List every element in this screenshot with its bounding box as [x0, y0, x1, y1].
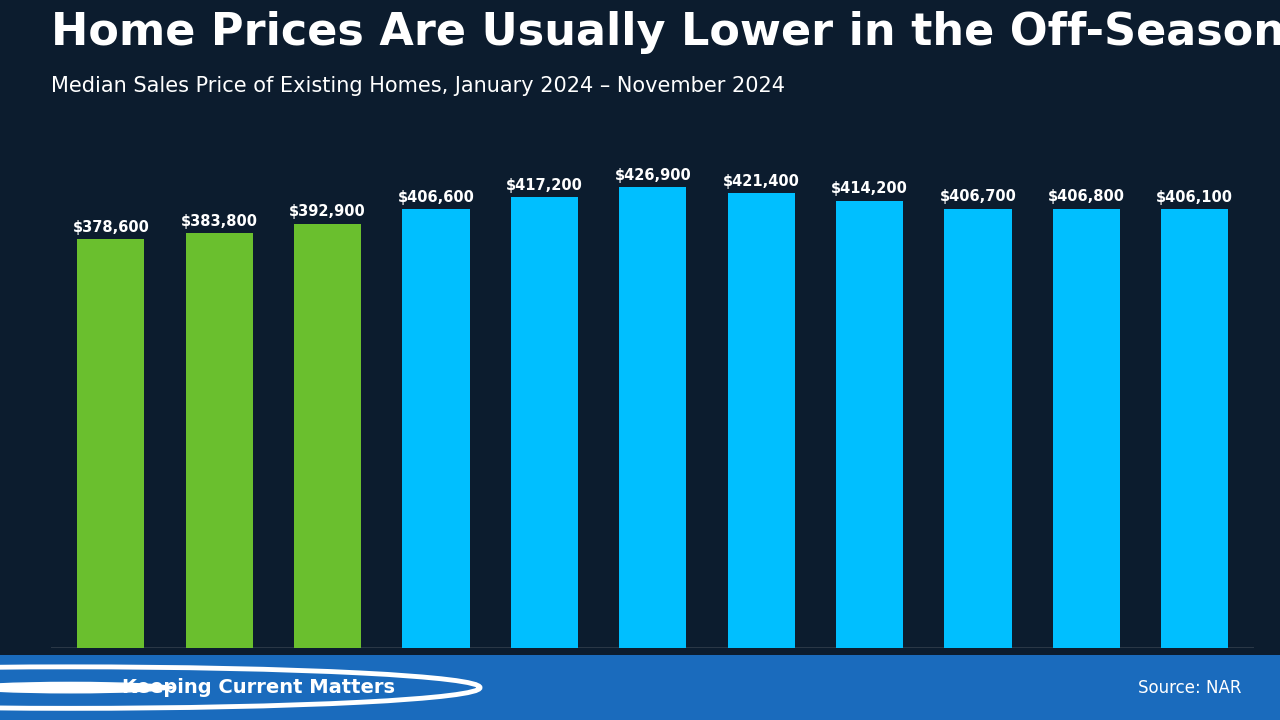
Text: $426,900: $426,900 — [614, 168, 691, 183]
Text: $406,600: $406,600 — [398, 189, 475, 204]
Text: $414,200: $414,200 — [831, 181, 908, 197]
Text: $406,700: $406,700 — [940, 189, 1016, 204]
Text: $383,800: $383,800 — [180, 214, 257, 229]
Circle shape — [0, 683, 173, 693]
Text: Median Sales Price of Existing Homes, January 2024 – November 2024: Median Sales Price of Existing Homes, Ja… — [51, 76, 785, 96]
Text: $392,900: $392,900 — [289, 204, 366, 220]
Bar — [1161, 210, 1229, 648]
Bar — [402, 209, 470, 648]
Bar — [727, 193, 795, 648]
Text: Keeping Current Matters: Keeping Current Matters — [122, 678, 394, 697]
Bar — [186, 233, 253, 648]
Text: $406,100: $406,100 — [1156, 190, 1234, 205]
Bar — [77, 239, 145, 648]
Text: $421,400: $421,400 — [723, 174, 800, 189]
Text: Home Prices Are Usually Lower in the Off-Season: Home Prices Are Usually Lower in the Off… — [51, 11, 1280, 54]
Bar — [1052, 209, 1120, 648]
Text: $417,200: $417,200 — [506, 178, 582, 193]
Bar — [294, 224, 361, 648]
Bar — [945, 209, 1011, 648]
Bar — [836, 201, 904, 648]
Text: Source: NAR: Source: NAR — [1138, 678, 1242, 697]
Text: $378,600: $378,600 — [73, 220, 150, 235]
Bar — [511, 197, 579, 648]
Bar — [620, 187, 686, 648]
Text: $406,800: $406,800 — [1048, 189, 1125, 204]
